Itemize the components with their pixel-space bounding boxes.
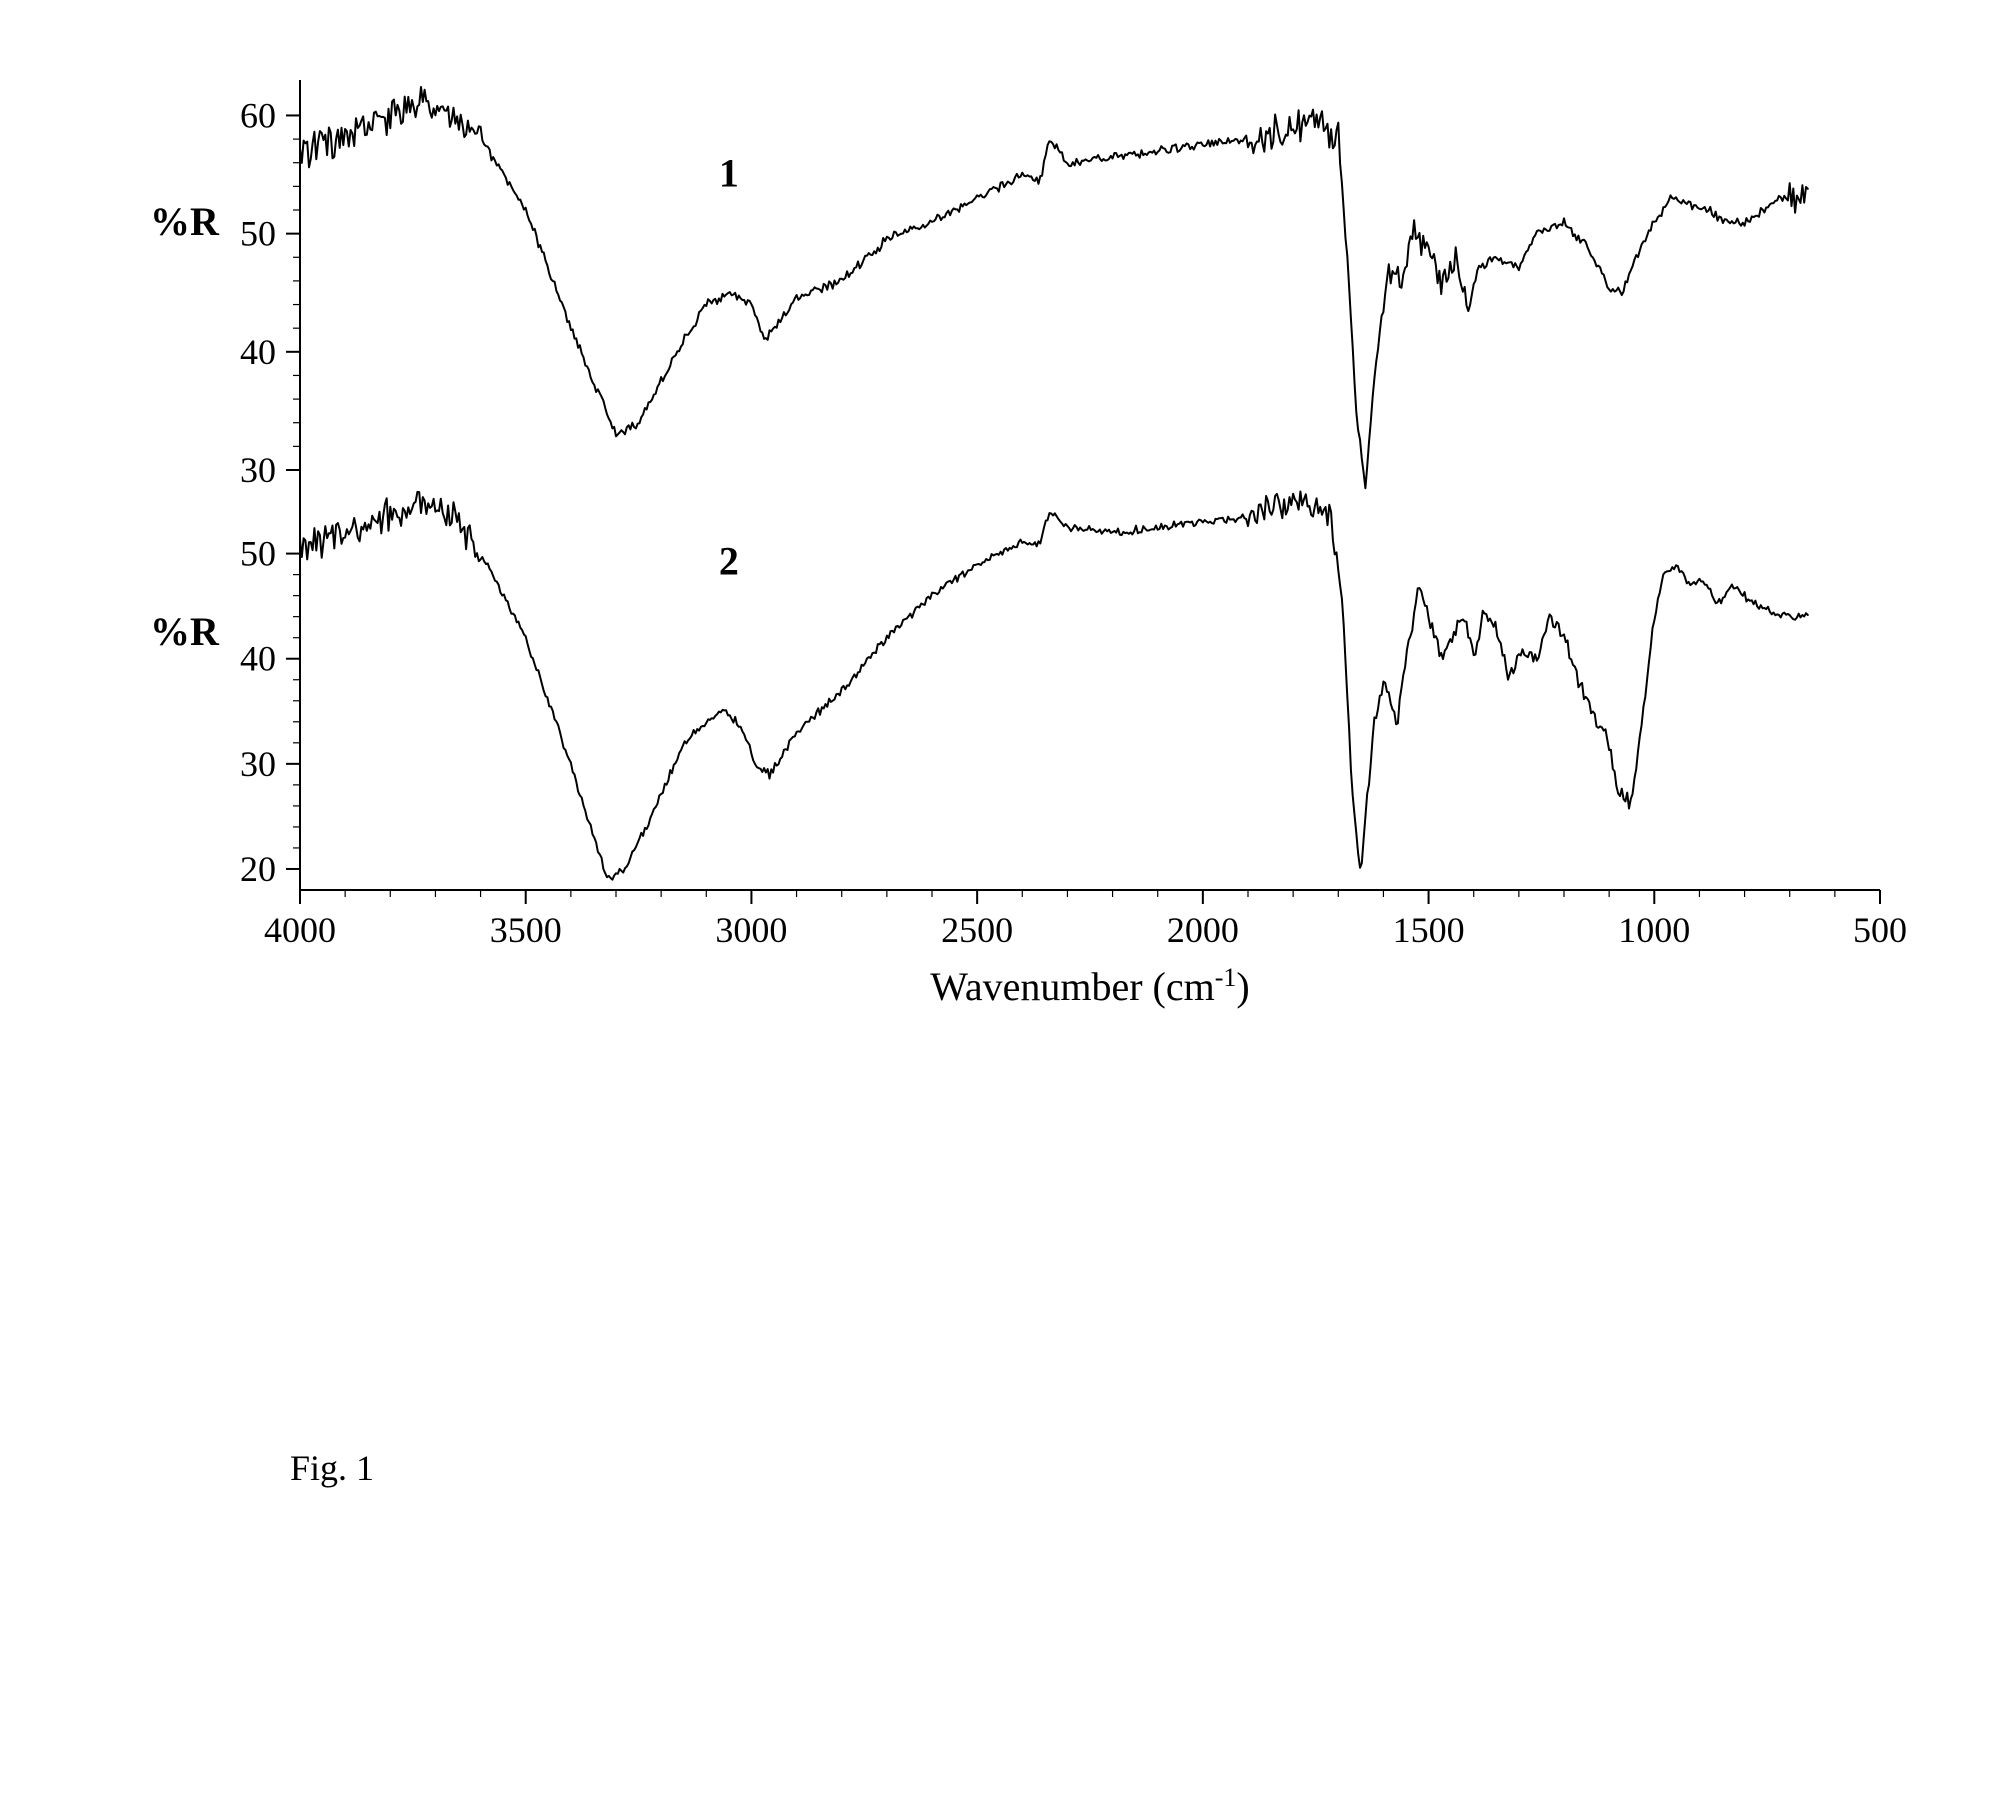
panel-1: 30 40 50 60 %R 1 bbox=[150, 87, 1808, 490]
spectrum-chart: 4000 3500 3000 2500 2000 1500 1000 500 Wavenumbe… bbox=[0, 0, 2013, 1811]
x-tick-label: 2500 bbox=[941, 910, 1013, 950]
y-axis-label: %R bbox=[150, 609, 220, 654]
x-tick-label: 2000 bbox=[1167, 910, 1239, 950]
x-tick-label: 1000 bbox=[1618, 910, 1690, 950]
x-axis-label: Wavenumber (cm-1) bbox=[930, 963, 1249, 1010]
y-tick-label: 40 bbox=[240, 639, 276, 679]
y-tick-label: 50 bbox=[240, 534, 276, 574]
y-tick-label: 30 bbox=[240, 450, 276, 490]
x-tick-label: 4000 bbox=[264, 910, 336, 950]
x-tick-label: 3000 bbox=[715, 910, 787, 950]
y-tick-label: 20 bbox=[240, 849, 276, 889]
series-label-1: 1 bbox=[719, 150, 739, 195]
series-label-2: 2 bbox=[719, 539, 739, 584]
y-axis-label: %R bbox=[150, 199, 220, 244]
y-tick-label: 30 bbox=[240, 744, 276, 784]
spectrum-line-1 bbox=[300, 87, 1808, 488]
panel-2: 20 30 40 50 %R 2 bbox=[150, 492, 1808, 889]
x-tick-label: 3500 bbox=[490, 910, 562, 950]
y-tick-label: 60 bbox=[240, 95, 276, 135]
spectrum-line-2 bbox=[300, 492, 1808, 880]
figure-container: 4000 3500 3000 2500 2000 1500 1000 500 Wavenumbe… bbox=[0, 0, 2013, 1811]
x-tick-label: 500 bbox=[1853, 910, 1907, 950]
axes: 4000 3500 3000 2500 2000 1500 1000 500 Wavenumbe… bbox=[264, 80, 1907, 1009]
y-tick-label: 40 bbox=[240, 332, 276, 372]
x-tick-label: 1500 bbox=[1393, 910, 1465, 950]
figure-caption: Fig. 1 bbox=[290, 1448, 374, 1488]
y-tick-label: 50 bbox=[240, 214, 276, 254]
